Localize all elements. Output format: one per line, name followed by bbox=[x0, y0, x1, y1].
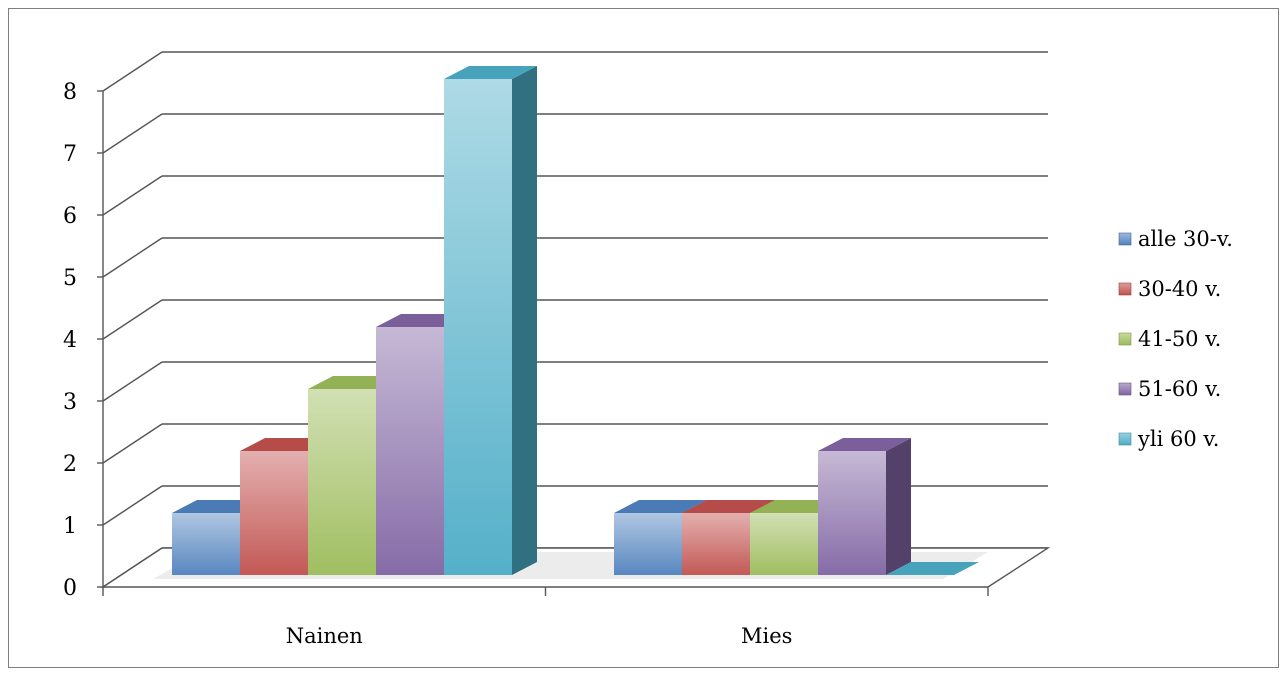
y-tick-label: 3 bbox=[63, 390, 77, 415]
x-category-label: Mies bbox=[741, 624, 792, 648]
side-wall-gridline bbox=[102, 485, 163, 526]
legend-swatch bbox=[1118, 382, 1132, 396]
bar bbox=[444, 66, 537, 575]
chart-frame bbox=[8, 8, 1279, 668]
legend: alle 30-v. 30-40 v. 41-50 v. 51-60 v. yli 60… bbox=[1118, 227, 1233, 451]
y-tick-label: 2 bbox=[63, 452, 77, 477]
side-wall-gridline bbox=[102, 299, 163, 340]
side-wall-gridline bbox=[102, 237, 163, 278]
side-wall-gridline bbox=[102, 423, 163, 464]
legend-label: 51-60 v. bbox=[1138, 377, 1221, 401]
legend-swatch bbox=[1118, 332, 1132, 346]
y-tick-label: 7 bbox=[63, 142, 77, 167]
y-tick-label: 1 bbox=[63, 514, 77, 539]
y-tick-label: 8 bbox=[63, 80, 77, 105]
bar bbox=[818, 438, 911, 575]
y-axis-ticks: 0 1 2 3 4 5 6 7 8 bbox=[63, 80, 104, 601]
x-category-label: Nainen bbox=[286, 624, 363, 648]
side-wall-gridline bbox=[102, 51, 163, 92]
y-tick-label: 4 bbox=[63, 328, 77, 353]
legend-swatch bbox=[1118, 232, 1132, 246]
legend-swatch bbox=[1118, 432, 1132, 446]
y-tick-label: 0 bbox=[63, 576, 77, 601]
legend-label: 30-40 v. bbox=[1138, 277, 1221, 301]
bar bbox=[886, 562, 979, 575]
chart-bars bbox=[172, 66, 979, 575]
legend-swatch bbox=[1118, 282, 1132, 296]
side-wall-gridline bbox=[102, 361, 163, 402]
y-tick-label: 5 bbox=[63, 266, 77, 291]
side-wall-gridline bbox=[102, 175, 163, 216]
legend-label: alle 30-v. bbox=[1138, 227, 1233, 251]
x-axis-categories: Nainen Mies bbox=[102, 587, 989, 648]
side-wall-gridline bbox=[102, 113, 163, 154]
legend-label: yli 60 v. bbox=[1137, 427, 1219, 451]
legend-label: 41-50 v. bbox=[1138, 327, 1221, 351]
y-tick-label: 6 bbox=[63, 204, 77, 229]
